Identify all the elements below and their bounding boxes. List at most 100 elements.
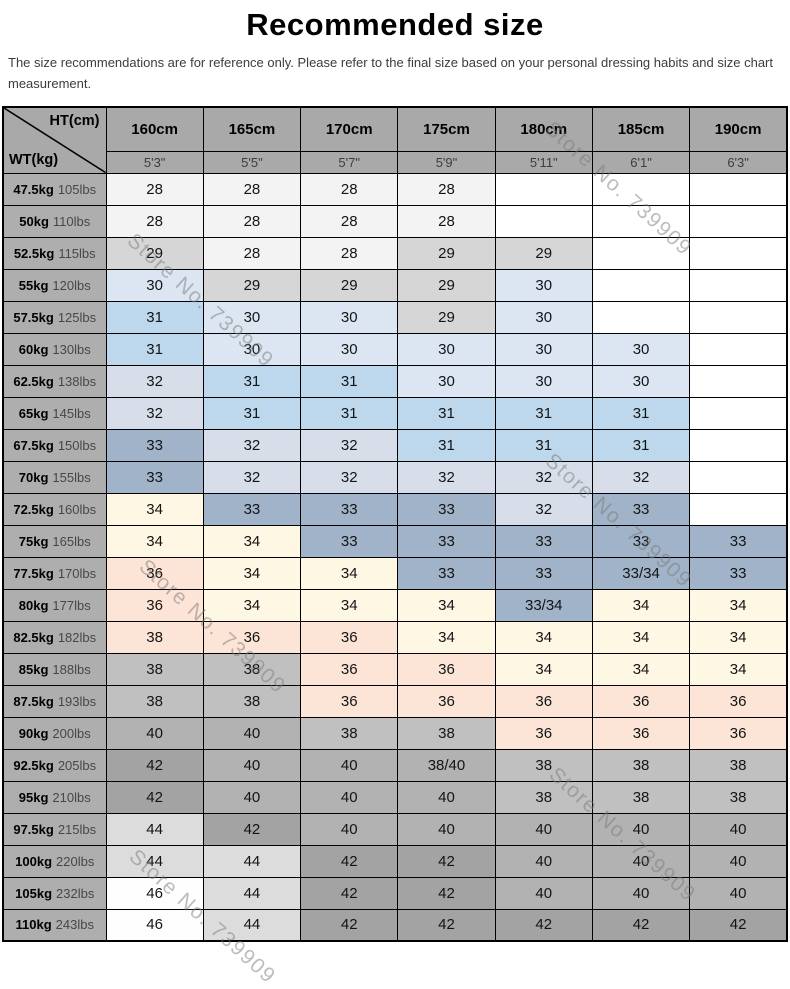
size-cell: 33 [397,492,496,526]
size-cell: 34 [397,588,496,622]
size-cell: 32 [105,364,204,398]
size-cell: 40 [591,876,691,910]
weight-lbs-label: 177lbs [52,597,91,613]
table-row-75kg: 75kg 165lbs 34 34 33 33 33 33 33 [2,524,788,558]
row-label: 80kg 177lbs [2,588,107,622]
size-cell: 33 [397,556,496,590]
empty-cell [689,364,788,398]
size-table-body: 47.5kg 105lbs 28 28 28 28 50kg 110lbs 28 28 28 28 52… [2,172,788,942]
size-cell: 33 [300,524,399,558]
weight-lbs-label: 193lbs [57,693,97,709]
size-cell: 44 [202,908,302,942]
size-cell: 29 [300,268,399,302]
size-cell: 36 [105,588,204,622]
empty-cell [494,204,593,238]
size-cell: 38 [202,684,302,718]
size-cell: 31 [202,364,302,398]
table-row-60kg: 60kg 130lbs 31 30 30 30 30 30 [2,332,788,366]
size-cell: 30 [202,332,302,366]
table-row-90kg: 90kg 200lbs 40 40 38 38 36 36 36 [2,716,788,750]
table-row-62.5kg: 62.5kg 138lbs 32 31 31 30 30 30 [2,364,788,398]
weight-kg-label: 50kg [19,213,49,229]
size-cell: 34 [689,588,788,622]
table-row-47.5kg: 47.5kg 105lbs 28 28 28 28 [2,172,788,206]
size-cell: 38 [300,716,399,750]
empty-cell [689,300,788,334]
weight-kg-label: 47.5kg [13,181,54,197]
size-cell: 38 [494,780,593,814]
empty-cell [689,492,788,526]
height-cm-header-190cm: 190cm [689,106,788,152]
size-cell: 40 [202,780,302,814]
size-cell: 28 [300,172,399,206]
size-cell: 33 [494,524,593,558]
size-cell: 31 [591,428,691,462]
weight-lbs-label: 243lbs [55,917,94,933]
row-label: 60kg 130lbs [2,332,107,366]
size-cell: 34 [300,588,399,622]
size-cell: 33/34 [494,588,593,622]
row-label: 87.5kg 193lbs [2,684,107,718]
size-cell: 42 [202,812,302,846]
size-cell: 36 [591,684,691,718]
size-cell: 33/34 [591,556,691,590]
size-cell: 38 [105,652,204,686]
size-cell: 36 [300,620,399,654]
row-label: 90kg 200lbs [2,716,107,750]
weight-lbs-label: 115lbs [58,245,96,261]
row-label: 75kg 165lbs [2,524,107,558]
height-ft-header-1: 5'3" [105,150,204,174]
empty-cell [591,236,691,270]
size-cell: 38 [105,684,204,718]
height-ft-header-4: 5'9" [397,150,496,174]
size-cell: 40 [300,748,399,782]
weight-kg-label: 65kg [18,405,49,421]
weight-kg-label: 52.5kg [13,245,55,261]
page-title: Recommended size [246,7,544,42]
size-cell: 34 [591,652,691,686]
table-row-50kg: 50kg 110lbs 28 28 28 28 [2,204,788,238]
size-cell: 30 [202,300,302,334]
height-cm-header-185cm: 185cm [591,106,691,152]
weight-lbs-label: 155lbs [52,469,91,485]
empty-cell [591,300,691,334]
row-label: 70kg 155lbs [2,460,107,494]
size-cell: 34 [105,524,204,558]
empty-cell [494,172,593,206]
size-cell: 29 [397,236,496,270]
size-cell: 36 [300,684,399,718]
size-cell: 36 [300,652,399,686]
size-cell: 28 [202,172,302,206]
weight-kg-label: 77.5kg [13,565,54,581]
height-cm-row: HT(cm) WT(kg) 160cm 165cm 170cm 175cm 180cm 1… [2,106,788,174]
size-cell: 40 [494,876,593,910]
weight-lbs-label: 130lbs [52,341,91,357]
size-cell: 32 [300,460,399,494]
empty-cell [591,268,691,302]
size-cell: 40 [202,748,302,782]
weight-kg-label: 95kg [18,789,49,805]
row-label: 47.5kg 105lbs [2,172,107,206]
row-label: 92.5kg 205lbs [2,748,107,782]
size-cell: 42 [300,876,399,910]
size-cell: 36 [397,652,496,686]
size-cell: 42 [397,844,496,878]
height-cm-header-160cm: 160cm [105,106,204,152]
height-axis-label: HT(cm) [49,113,100,130]
size-cell: 34 [591,588,691,622]
corner-cell: HT(cm) WT(kg) [2,106,107,174]
size-cell: 36 [591,716,691,750]
size-cell: 38/40 [397,748,496,782]
size-cell: 30 [300,332,399,366]
size-cell: 33 [397,524,496,558]
size-cell: 31 [494,396,593,430]
size-table: HT(cm) WT(kg) 160cm 165cm 170cm 175cm 180cm 1… [2,106,788,943]
weight-kg-label: 110kg [15,917,52,933]
weight-kg-label: 80kg [18,597,49,613]
empty-cell [689,460,788,494]
size-cell: 38 [591,748,691,782]
table-row-52.5kg: 52.5kg 115lbs 29 28 28 29 29 [2,236,788,270]
size-cell: 46 [105,908,204,942]
weight-lbs-label: 110lbs [52,213,91,229]
table-row-82.5kg: 82.5kg 182lbs 38 36 36 34 34 34 34 [2,620,788,654]
